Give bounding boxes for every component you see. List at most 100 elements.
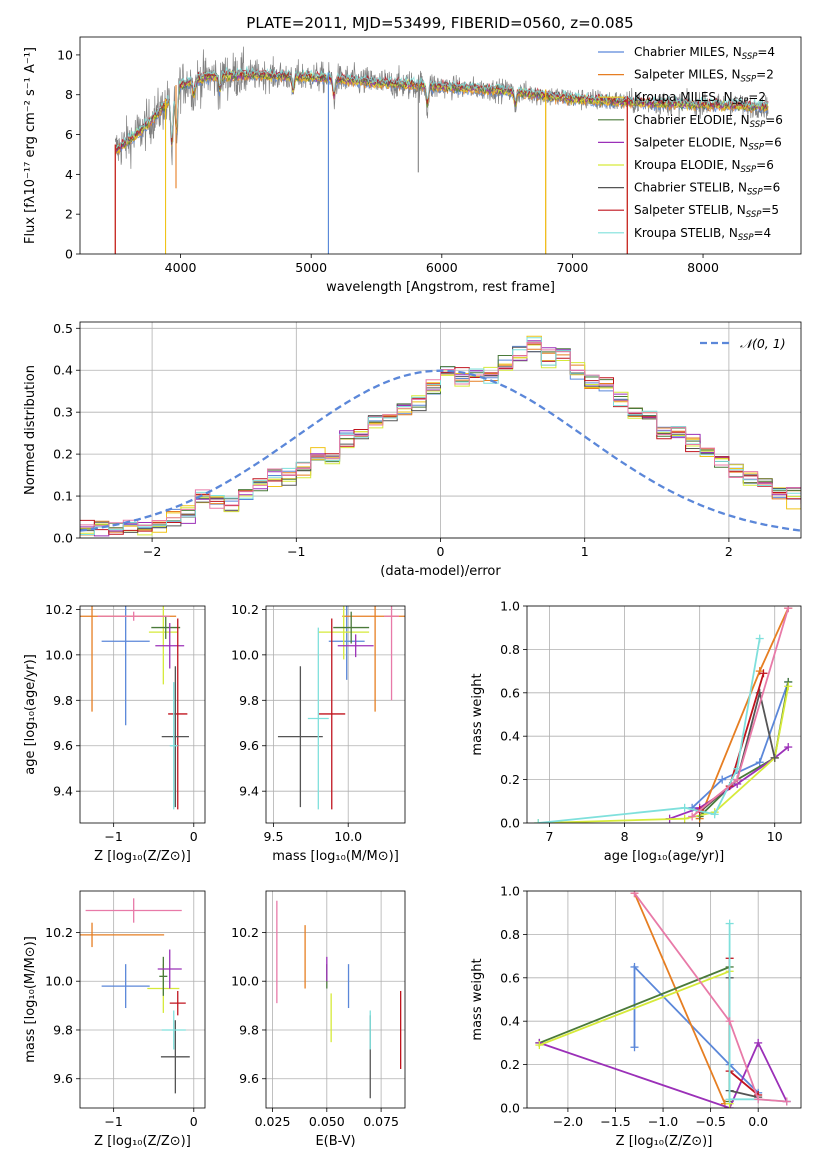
plot-area-mass_vs_ebv — [276, 900, 402, 1099]
data-point-marker — [725, 1095, 734, 1104]
data-point-errorbar — [384, 606, 400, 701]
y-tick-label: 0.4 — [53, 363, 73, 378]
legend-label-base: Chabrier STELIB, N — [634, 181, 747, 195]
x-tick-label: 0 — [437, 544, 445, 559]
legend-label: Chabrier ELODIE, NSSP=6 — [634, 113, 783, 130]
legend-label-base: Kroupa ELODIE, N — [634, 158, 741, 172]
series-line — [633, 892, 787, 1103]
y-tick-label: 9.8 — [53, 1022, 73, 1037]
plot-area-mass_weight_vs_age — [534, 606, 793, 823]
series-line — [538, 638, 761, 823]
data-point-errorbar — [101, 606, 150, 726]
x-tick-label: 5000 — [295, 260, 327, 275]
legend-label-base: Kroupa STELIB, N — [634, 226, 738, 240]
x-tick-label: 10 — [767, 829, 783, 844]
data-point-errorbar — [148, 606, 178, 685]
legend-label-tail: =2 — [756, 68, 774, 82]
legend-label-sub: SSP — [741, 165, 757, 175]
y-axis-label: mass weight — [470, 958, 485, 1040]
x-axis-label: (data-model)/error — [380, 564, 501, 579]
axes-frame — [79, 605, 206, 824]
y-tick-label: 0.6 — [500, 970, 520, 985]
series-line — [633, 892, 726, 1105]
data-point-marker — [755, 758, 764, 767]
legend-label: Chabrier MILES, NSSP=4 — [634, 45, 775, 62]
x-tick-label: 9 — [696, 829, 704, 844]
chart-age_vs_mass: 9.5 10.0 9.4 9.6 9.8 10.0 10.2 mass [log₁₀(M/M⊙… — [231, 602, 406, 864]
chart-age_vs_Z: −1 0 9.4 9.6 9.8 10.0 10.2 Z [log₁₀(Z/Z⊙)] age [… — [23, 602, 206, 864]
x-tick-label: 1 — [581, 544, 589, 559]
x-tick-label: −2.0 — [553, 1114, 583, 1129]
legend-label-tail: =6 — [756, 158, 774, 172]
y-tick-label: 10.0 — [45, 647, 73, 662]
y-axis-label: age [log₁₀(age/yr)] — [23, 654, 38, 775]
chart-mass_vs_ebv: 0.025 0.050 0.075 9.6 9.8 10.0 10.2 E(B-V) — [231, 890, 406, 1149]
y-tick-label: 1.0 — [500, 884, 520, 899]
plot-area-age_vs_Z — [80, 606, 189, 810]
axes-frame — [526, 890, 802, 1109]
data-point-errorbar — [161, 666, 189, 808]
data-point-errorbar — [328, 606, 365, 680]
y-tick-label: 0.3 — [53, 405, 73, 420]
x-axis-label: mass [log₁₀(M/M⊙)] — [272, 849, 399, 864]
x-tick-label: −1.0 — [648, 1114, 678, 1129]
model-spectrum-line — [114, 66, 769, 149]
y-tick-label: 9.8 — [239, 693, 259, 708]
data-point-marker — [754, 1038, 763, 1047]
y-tick-label: 10.0 — [231, 974, 259, 989]
x-tick-label: 10.0 — [334, 829, 362, 844]
legend-label-tail: =4 — [754, 226, 772, 240]
data-point-errorbar — [97, 611, 170, 621]
data-point-marker — [759, 669, 768, 678]
y-tick-label: 0.4 — [500, 729, 520, 744]
data-point-marker — [718, 775, 727, 784]
data-point-marker — [630, 1043, 639, 1052]
axes-frame — [265, 605, 406, 824]
data-point-marker — [725, 919, 734, 928]
histogram-step-line — [80, 348, 801, 536]
legend-label-sub: SSP — [750, 120, 766, 130]
y-tick-label: 0.5 — [53, 321, 73, 336]
y-tick-label: 0.1 — [53, 489, 73, 504]
x-tick-label: 7000 — [557, 260, 589, 275]
axes-frame — [79, 321, 802, 539]
plot-area-age_vs_mass — [277, 606, 405, 810]
axes-frame — [79, 890, 206, 1109]
x-tick-label: 4000 — [165, 260, 197, 275]
histogram-step-line — [80, 335, 801, 533]
y-tick-label: 10.0 — [45, 974, 73, 989]
legend-label-sub: SSP — [741, 75, 757, 85]
data-point-marker — [754, 1095, 763, 1104]
legend-label-base: Chabrier MILES, N — [634, 45, 742, 59]
x-tick-label: 2 — [725, 544, 733, 559]
y-tick-label: 1.0 — [500, 599, 520, 614]
y-tick-label: 0.8 — [500, 642, 520, 657]
legend-label-base: Kroupa MILES, N — [634, 90, 733, 104]
data-point-marker — [784, 682, 793, 691]
data-point-errorbar — [151, 616, 181, 639]
y-tick-label: 9.6 — [239, 1071, 259, 1086]
y-tick-label: 0.4 — [500, 1014, 520, 1029]
legend-label-sub: SSP — [738, 233, 754, 243]
x-axis-label: Z [log₁₀(Z/Z⊙)] — [94, 1134, 191, 1149]
x-axis-label: age [log₁₀(age/yr)] — [604, 849, 725, 864]
legend-label: Salpeter MILES, NSSP=2 — [634, 68, 774, 85]
y-tick-label: 0.0 — [500, 1101, 520, 1116]
normal-curve — [80, 369, 801, 532]
histogram-legend: 𝒩(0, 1) — [700, 336, 786, 351]
chart-spectrum: 4000 5000 6000 7000 8000 0 2 4 6 8 10 wavelength [A… — [23, 36, 802, 295]
legend-label-tail: =2 — [748, 90, 766, 104]
data-point-errorbar — [155, 623, 185, 669]
y-tick-label: 9.4 — [53, 784, 73, 799]
x-tick-label: 0.0 — [748, 1114, 768, 1129]
histogram-step-line — [80, 337, 801, 535]
legend-label-tail: =6 — [763, 181, 781, 195]
plot-area-residual_histogram — [80, 335, 801, 537]
plot-area-spectrum — [114, 46, 769, 254]
x-tick-label: 0 — [190, 1114, 198, 1129]
x-tick-label: −2 — [143, 544, 161, 559]
y-tick-label: 9.8 — [239, 1022, 259, 1037]
legend-label-tail: =6 — [764, 135, 782, 149]
